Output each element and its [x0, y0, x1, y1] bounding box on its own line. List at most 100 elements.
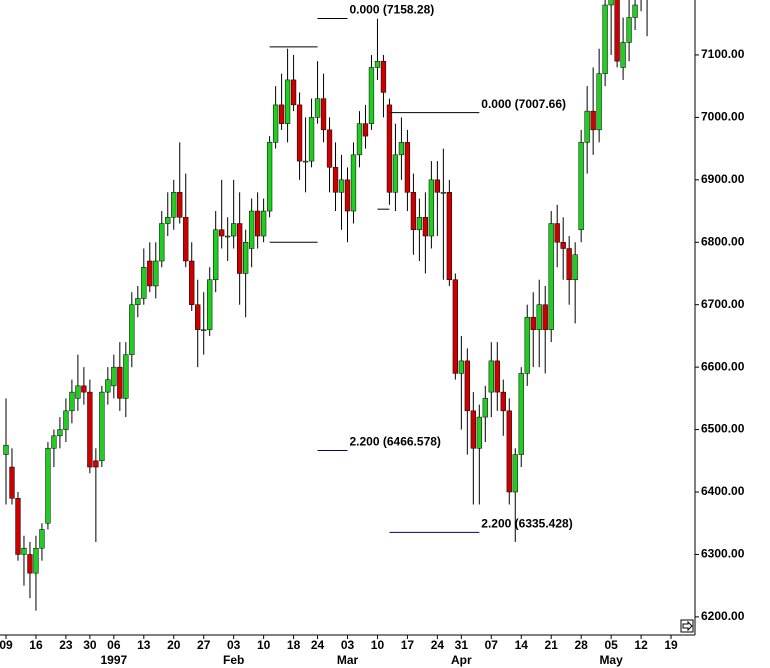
candle-body — [266, 142, 273, 212]
candle-body — [87, 391, 93, 468]
candle-body — [452, 279, 458, 374]
candle-body — [368, 67, 375, 124]
candle-body — [51, 435, 57, 449]
candle-body — [512, 454, 518, 493]
x-tick-label: 16 — [29, 638, 43, 652]
candle-body — [105, 379, 111, 393]
x-tick-label: 03 — [341, 638, 355, 652]
candle-body — [614, 0, 620, 62]
candle-body — [171, 192, 177, 218]
candle-body — [608, 0, 614, 6]
candle-body — [350, 154, 357, 212]
candle-body — [159, 223, 165, 262]
candle-body — [237, 223, 243, 274]
candle-body — [536, 304, 542, 330]
y-tick-label: 7000.00 — [701, 110, 745, 124]
candle-body — [165, 217, 171, 224]
candle-body — [332, 167, 339, 193]
candle-body — [111, 366, 117, 387]
y-tick-label: 6400.00 — [701, 484, 745, 498]
x-tick-label: 24 — [431, 638, 445, 652]
candle-body — [153, 260, 159, 287]
candle-body — [183, 217, 189, 262]
candle-body — [308, 117, 315, 162]
candle-body — [278, 104, 285, 124]
candle-body — [129, 304, 135, 355]
y-tick-label: 6700.00 — [701, 297, 745, 311]
candle-body — [434, 179, 441, 193]
month-label: Feb — [223, 653, 244, 667]
candle-body — [219, 229, 225, 237]
candle-body — [524, 316, 530, 374]
candle-body — [416, 217, 423, 231]
candle-body — [207, 279, 213, 330]
y-tick-label: 6200.00 — [701, 609, 745, 623]
x-tick-label: 10 — [371, 638, 385, 652]
candle-body — [254, 210, 261, 237]
x-tick-label: 06 — [107, 638, 121, 652]
candle-body — [506, 410, 512, 493]
candle-body — [63, 410, 69, 430]
candle-body — [572, 254, 578, 280]
candle-body — [338, 179, 345, 193]
candle-body — [494, 360, 500, 393]
candle-body — [464, 360, 470, 412]
y-tick-label: 6600.00 — [701, 359, 745, 373]
candle-body — [243, 242, 249, 274]
candle-body — [404, 142, 411, 193]
candle-body — [548, 223, 554, 330]
y-tick-label: 6300.00 — [701, 547, 745, 561]
candle-body — [584, 110, 590, 143]
candle-body — [21, 547, 27, 555]
candle-body — [9, 466, 15, 499]
candle-body — [296, 104, 303, 162]
x-tick-label: 05 — [604, 638, 618, 652]
fib-label: 2.200 (6466.578) — [350, 435, 441, 449]
candle-body — [141, 266, 147, 299]
candle-body — [231, 223, 237, 237]
candle-body — [602, 4, 608, 74]
candle-body — [356, 123, 363, 156]
x-tick-label: 12 — [634, 638, 648, 652]
corner-icon[interactable] — [680, 619, 694, 633]
candle-body — [482, 398, 488, 418]
candle-body — [362, 123, 369, 137]
candle-body — [314, 98, 321, 118]
x-tick-label: 18 — [287, 638, 301, 652]
candle-body — [27, 554, 33, 574]
candle-body — [566, 248, 572, 280]
month-label: 1997 — [100, 653, 127, 667]
y-tick-label: 6900.00 — [701, 172, 745, 186]
candle-body — [45, 448, 51, 524]
candle-body — [302, 160, 309, 163]
candle-body — [578, 142, 584, 231]
candle-body — [290, 79, 297, 106]
fib-label: 0.000 (7158.28) — [350, 3, 435, 17]
x-tick-label: 21 — [545, 638, 559, 652]
candle-body — [75, 385, 81, 399]
fib-label: 0.000 (7007.66) — [481, 97, 566, 111]
candle-body — [260, 210, 267, 237]
candle-body — [476, 416, 482, 449]
candle-body — [374, 60, 381, 68]
candle-body — [458, 360, 464, 374]
x-tick-label: 27 — [197, 638, 211, 652]
candle-body — [386, 104, 393, 193]
candle-body — [488, 360, 494, 393]
x-tick-label: 03 — [227, 638, 241, 652]
y-tick-label: 6800.00 — [701, 234, 745, 248]
candle-body — [620, 42, 626, 68]
candle-body — [57, 429, 63, 437]
candle-body — [93, 460, 99, 468]
x-tick-label: 17 — [401, 638, 415, 652]
candle-body — [320, 98, 327, 131]
candle-body — [440, 192, 447, 194]
candle-body — [3, 444, 9, 455]
candle-body — [284, 79, 291, 124]
candle-body — [135, 298, 141, 305]
candle-body — [446, 192, 453, 280]
candle-body — [326, 129, 333, 168]
candle-body — [590, 110, 596, 131]
candle-body — [272, 104, 279, 143]
candle-body — [344, 179, 351, 212]
